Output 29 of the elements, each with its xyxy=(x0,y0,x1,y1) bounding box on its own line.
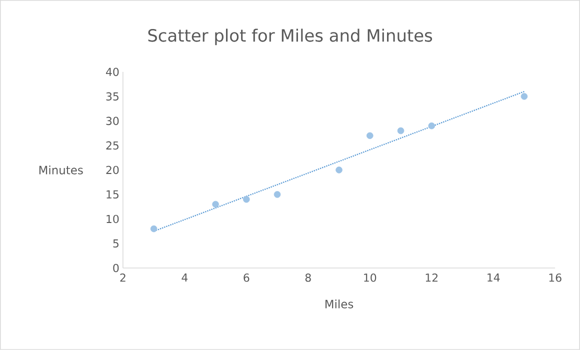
y-tick-label: 15 xyxy=(106,190,118,199)
x-tick-label: 16 xyxy=(549,274,562,282)
point xyxy=(336,166,342,174)
x-tick-label: 10 xyxy=(364,274,376,282)
point xyxy=(520,93,528,100)
y-tick-label: 40 xyxy=(106,68,119,76)
x-tick-label: 6 xyxy=(244,274,250,282)
y-tick-label: 10 xyxy=(106,214,119,224)
chart-title: Scatter plot for Miles and Minutes xyxy=(148,28,432,46)
point xyxy=(274,191,281,198)
y-axis-title: Minutes xyxy=(39,166,83,174)
x-tick-label: 8 xyxy=(305,274,311,282)
x-tick-label: 12 xyxy=(426,274,438,282)
x-tick-label: 2 xyxy=(120,274,126,282)
point xyxy=(243,196,250,203)
y-tick-label: 30 xyxy=(106,116,119,126)
y-tick-label: 5 xyxy=(113,239,118,248)
y-tick-label: 25 xyxy=(106,141,118,150)
point xyxy=(428,122,436,130)
y-tick-label: 20 xyxy=(106,166,119,174)
point xyxy=(212,200,219,208)
point xyxy=(366,132,374,140)
y-tick-label: 0 xyxy=(113,264,119,272)
y-tick-label: 35 xyxy=(106,92,118,101)
x-axis-title: Miles xyxy=(326,300,354,308)
x-tick-label: 4 xyxy=(182,274,188,282)
point xyxy=(150,225,158,232)
x-tick-label: 14 xyxy=(488,274,500,282)
point xyxy=(397,127,404,134)
